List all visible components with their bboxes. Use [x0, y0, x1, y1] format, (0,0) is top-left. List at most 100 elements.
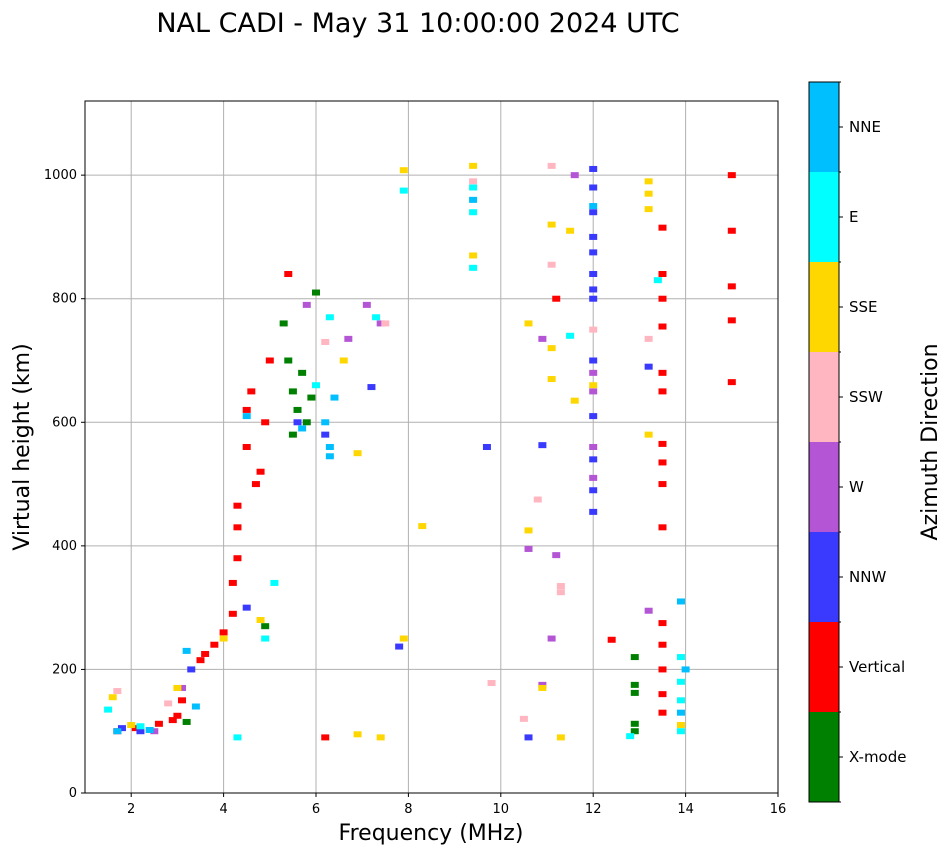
- data-point-sse: [108, 694, 117, 701]
- y-tick-label: 800: [52, 292, 77, 307]
- x-tick-label: 16: [770, 802, 787, 817]
- data-point-nnw: [589, 286, 598, 293]
- data-point-nne: [242, 413, 251, 420]
- data-point-vertical: [727, 227, 736, 234]
- data-point-vertical: [658, 224, 667, 231]
- data-point-ssw: [547, 162, 556, 169]
- data-point-vertical: [233, 502, 242, 509]
- data-point-vertical: [727, 283, 736, 290]
- data-point-vertical: [658, 271, 667, 277]
- colorbar-segment: [809, 442, 839, 532]
- data-point-vertical: [251, 481, 260, 488]
- data-point-ssw: [113, 688, 122, 695]
- data-point-vertical: [727, 317, 736, 324]
- data-point-nne: [330, 394, 339, 401]
- data-point-sse: [418, 523, 427, 530]
- data-point-e: [469, 184, 478, 191]
- data-point-ssw: [556, 583, 565, 590]
- data-point-e: [653, 277, 662, 284]
- data-point-x-mode: [312, 289, 320, 296]
- data-point-nnw: [187, 666, 196, 673]
- data-point-e: [312, 382, 320, 389]
- data-point-e: [469, 209, 478, 216]
- data-point-nnw: [589, 456, 598, 463]
- data-point-nnw: [589, 233, 598, 240]
- data-point-vertical: [658, 481, 667, 488]
- y-tick-label: 200: [52, 662, 77, 677]
- data-point-w: [589, 388, 598, 395]
- y-tick-label: 1000: [44, 168, 77, 183]
- data-point-x-mode: [630, 728, 639, 735]
- colorbar-label: NNW: [849, 568, 886, 586]
- data-point-sse: [399, 167, 408, 174]
- data-point-nnw: [589, 508, 598, 515]
- data-point-e: [626, 733, 635, 740]
- data-point-x-mode: [630, 689, 639, 696]
- x-axis-ticks: 2 4 6 8 10 12 14 16: [127, 793, 786, 817]
- chart-title: NAL CADI - May 31 10:00:00 2024 UTC: [156, 8, 679, 39]
- data-point-vertical: [658, 323, 667, 330]
- data-point-w: [589, 474, 598, 481]
- data-point-vertical: [233, 524, 242, 531]
- data-point-sse: [547, 221, 556, 228]
- data-point-w: [538, 335, 547, 342]
- data-point-sse: [524, 320, 533, 327]
- data-point-vertical: [607, 636, 616, 643]
- data-point-e: [136, 723, 145, 730]
- data-point-nne: [113, 728, 122, 735]
- data-point-sse: [469, 252, 478, 259]
- data-point-w: [538, 681, 547, 688]
- colorbar: X-mode Vertical NNW W SSW SSE E NNE: [808, 81, 906, 803]
- data-point-x-mode: [279, 320, 288, 327]
- data-point-w: [644, 607, 653, 614]
- colorbar-frame: [808, 81, 840, 803]
- data-point-vertical: [196, 657, 205, 664]
- x-tick-label: 2: [127, 802, 135, 817]
- data-point-w: [570, 172, 579, 179]
- data-point-vertical: [256, 468, 265, 475]
- data-point-vertical: [658, 691, 667, 698]
- data-point-vertical: [219, 629, 228, 636]
- data-point-x-mode: [288, 388, 297, 395]
- data-point-vertical: [210, 641, 219, 648]
- data-point-vertical: [201, 650, 210, 657]
- x-tick-label: 10: [493, 802, 510, 817]
- data-point-vertical: [178, 697, 187, 704]
- data-point-w: [524, 545, 533, 552]
- data-point-e: [261, 635, 270, 642]
- data-point-e: [233, 734, 242, 741]
- data-point-sse: [644, 190, 653, 197]
- data-point-vertical: [658, 388, 667, 395]
- data-point-nnw: [589, 184, 598, 191]
- data-point-nne: [325, 453, 334, 460]
- data-point-w: [376, 320, 385, 327]
- data-point-sse: [524, 527, 533, 534]
- data-point-ssw: [487, 680, 496, 687]
- y-tick-label: 400: [52, 539, 77, 554]
- data-point-ssw: [556, 589, 565, 596]
- data-point-nnw: [644, 363, 653, 370]
- data-point-sse: [556, 734, 565, 741]
- data-points: [104, 162, 736, 741]
- data-point-vertical: [658, 641, 667, 648]
- data-point-sse: [538, 684, 547, 691]
- colorbar-segment: [809, 622, 839, 712]
- colorbar-segment: [809, 262, 839, 352]
- x-tick-label: 4: [219, 802, 227, 817]
- data-point-e: [676, 654, 685, 661]
- colorbar-title: Azimuth Direction: [918, 343, 943, 540]
- data-point-x-mode: [293, 406, 302, 413]
- data-point-sse: [127, 722, 136, 729]
- data-point-vertical: [228, 610, 237, 617]
- data-point-nnw: [242, 604, 251, 611]
- data-point-e: [676, 697, 685, 704]
- data-point-e: [399, 187, 408, 194]
- data-point-w: [589, 444, 598, 450]
- data-point-nne: [182, 647, 191, 654]
- data-point-vertical: [658, 709, 667, 716]
- data-point-nnw: [395, 643, 404, 650]
- data-point-sse: [570, 397, 579, 404]
- data-point-nnw: [321, 431, 330, 438]
- data-point-nnw: [524, 734, 533, 741]
- data-point-vertical: [131, 725, 140, 732]
